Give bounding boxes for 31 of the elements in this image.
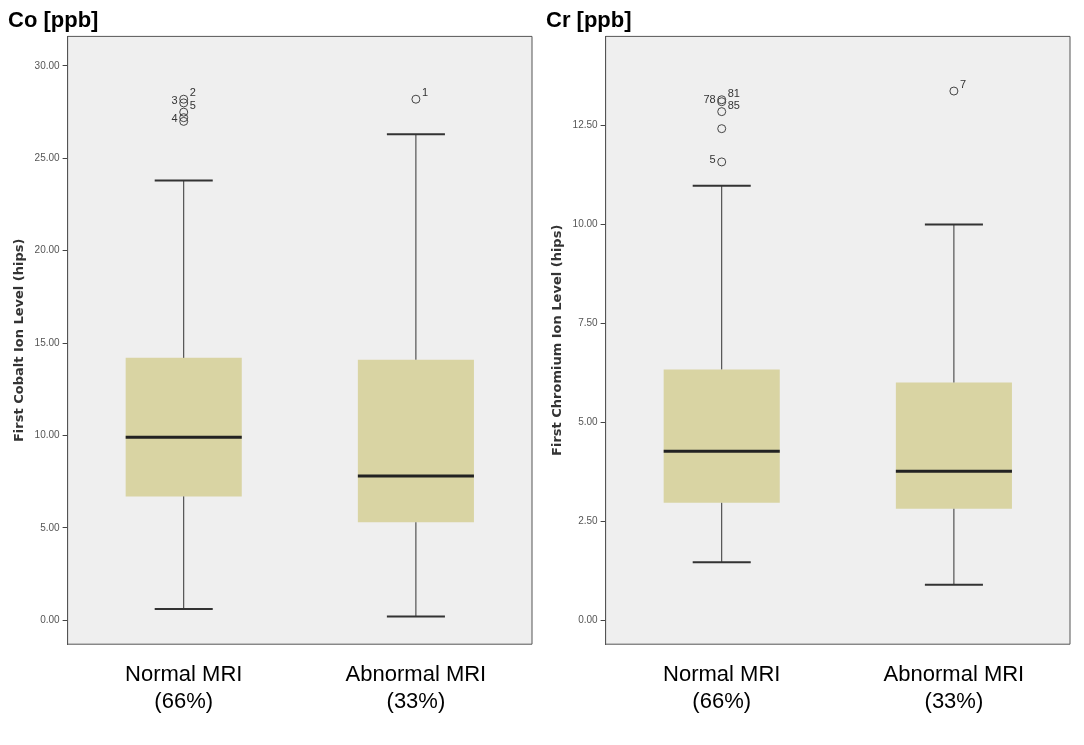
y-tick-label: 25.00 (34, 152, 61, 164)
y-tick-label: 15.00 (34, 336, 61, 348)
annotation: 2 (189, 86, 196, 99)
y-tick-label: 5.00 (40, 521, 61, 533)
x-tick-label: Abnormal MRI (33%) (883, 661, 1025, 713)
x-tick-label: Normal MRI (66%) (663, 661, 781, 713)
chart-title: Cr [ppb] (546, 7, 632, 33)
y-tick-label: 0.00 (40, 613, 61, 625)
y-tick-label: 0.00 (578, 614, 599, 626)
y-tick-label: 10.00 (34, 429, 61, 441)
y-tick-label: 5.00 (578, 416, 599, 428)
annotation: 85 (727, 98, 740, 111)
annotation: 81 (727, 86, 740, 99)
y-tick-label: 2.50 (578, 515, 599, 527)
y-tick-label: 7.50 (578, 317, 599, 329)
y-tick-label: 30.00 (34, 59, 61, 71)
y-tick-label: 12.50 (572, 119, 599, 131)
y-axis-title: First Chromium Ion Level (hips) (549, 224, 565, 456)
chart-title: Co [ppb] (8, 7, 99, 33)
y-tick-label: 10.00 (572, 218, 599, 230)
x-tick-label: Abnormal MRI (33%) (345, 661, 487, 713)
annotation: 78 (703, 92, 716, 105)
y-tick-label: 20.00 (34, 244, 61, 256)
annotation: 5 (189, 99, 196, 112)
y-axis-title: First Cobalt Ion Level (hips) (11, 238, 27, 443)
annotation: 7 (959, 78, 967, 91)
annotation: 1 (421, 86, 429, 99)
annotation: 4 (171, 112, 178, 125)
annotation: 3 (171, 93, 178, 106)
annotation: 5 (709, 152, 716, 165)
x-tick-label: Normal MRI (66%) (125, 661, 243, 713)
